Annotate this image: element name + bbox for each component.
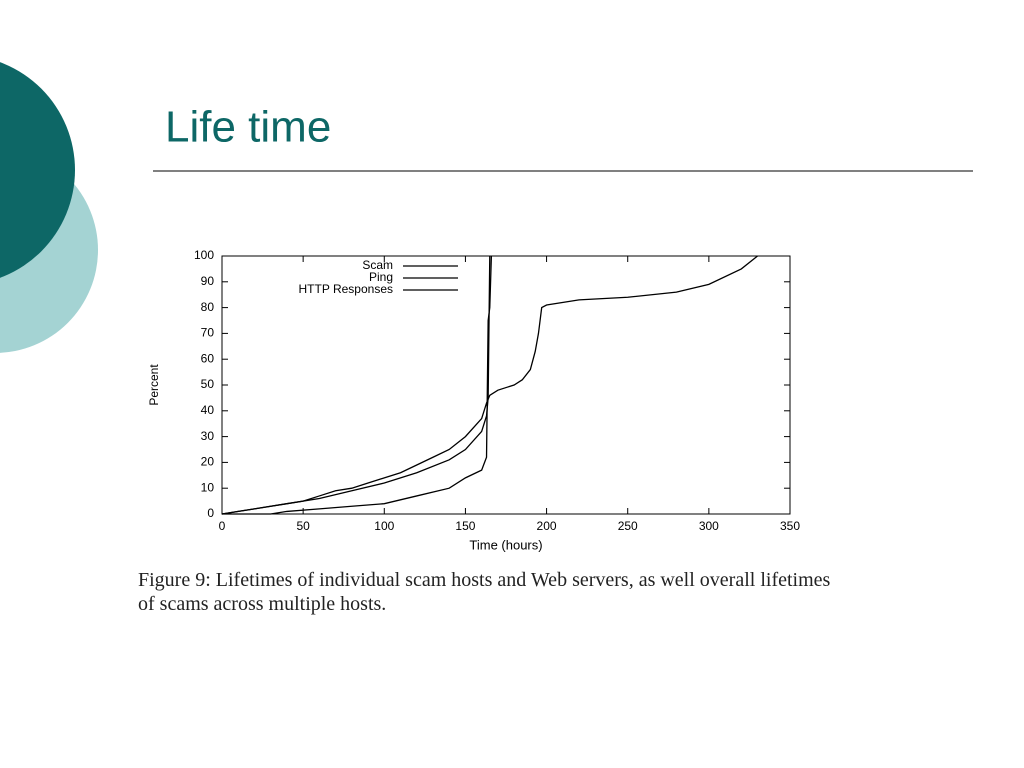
legend-label: Ping [369,270,393,284]
chart: 0 10 20 30 40 50 60 70 80 90 100 0 50 100 150 200 250 300… [147,248,800,552]
y-tick-label: 10 [201,480,215,494]
x-tick-label: 100 [374,519,394,533]
x-tick-label: 200 [537,519,557,533]
y-tick-label: 80 [201,300,215,314]
y-tick-label: 20 [201,455,215,469]
x-tick-label: 300 [699,519,719,533]
y-tick-label: 40 [201,403,215,417]
x-tick-label: 0 [219,519,226,533]
y-tick-label: 70 [201,326,215,340]
x-axis-label: Time (hours) [469,537,542,552]
y-axis-label: Percent [147,364,161,406]
legend-label: Scam [362,258,393,272]
x-tick-label: 350 [780,519,800,533]
y-tick-label: 50 [201,377,215,391]
y-tick-label: 0 [207,506,214,520]
series-line [221,255,758,515]
caption: Figure 9: Lifetimes of individual scam h… [138,569,831,615]
y-tick-label: 30 [201,429,215,443]
y-tick-label: 90 [201,274,215,288]
slide-title: Life time [165,103,331,152]
y-tick-label: 60 [201,351,215,365]
legend-label: HTTP Responses [299,282,393,296]
decor-circle [0,62,75,278]
x-tick-label: 150 [455,519,475,533]
y-tick-label: 100 [194,248,214,262]
x-tick-label: 50 [296,519,310,533]
series-line [222,255,493,515]
x-tick-label: 250 [618,519,638,533]
